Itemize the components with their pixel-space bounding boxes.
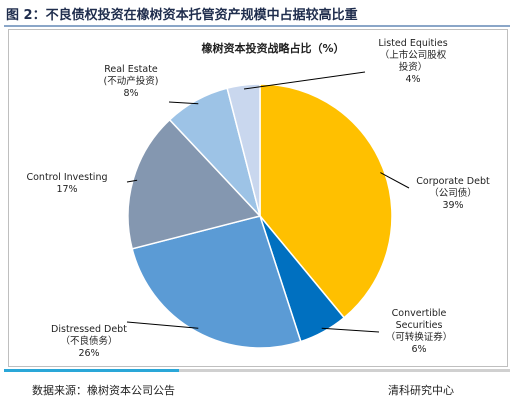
- chart-area: 橡树资本投资战略占比（%） Corporate Debt （公司债） 39% Conv…: [8, 29, 508, 367]
- slice-label: Convertible Securities （可转换证券） 6%: [386, 308, 453, 355]
- slice-label-line: 17%: [56, 184, 77, 195]
- slice-label-line: (不动产投资): [104, 75, 159, 87]
- pie-slice-control-investing: [127, 118, 262, 250]
- slice-label-line: Listed Equities: [378, 38, 447, 49]
- slice-label-line: （上市公司股权: [380, 49, 447, 61]
- slice-label-line: Corporate Debt: [416, 176, 490, 187]
- chart-title: 橡树资本投资战略占比（%）: [201, 41, 344, 55]
- figure-title: 图 2：不良债权投资在橡树资本托管资产规模中占据较高比重: [6, 8, 358, 23]
- footer-rule: [4, 369, 510, 372]
- pie-slice-distressed-debt: [131, 215, 302, 349]
- slice-label: Listed Equities （上市公司股权投资） 4%: [378, 38, 447, 85]
- slice-label-line: 26%: [78, 348, 99, 359]
- pie-slice-corporate-debt: [259, 83, 393, 319]
- slice-label-line: （不良债务）: [60, 335, 117, 347]
- slice-label: Distressed Debt （不良债务） 26%: [51, 324, 127, 359]
- pie-slice-listed-equities: [226, 83, 261, 217]
- slice-label: Corporate Debt （公司债） 39%: [416, 176, 490, 211]
- leader-line: [243, 71, 366, 90]
- slice-label-line: Real Estate: [104, 64, 158, 75]
- slice-label-line: 投资）: [399, 61, 428, 73]
- slice-label-line: 8%: [123, 88, 138, 99]
- leader-line: [321, 327, 380, 333]
- slice-label: Control Investing 17%: [26, 172, 107, 195]
- slice-label-line: Securities: [396, 320, 443, 331]
- source-note: 数据来源：橡树资本公司公告: [32, 384, 175, 397]
- leader-line: [126, 179, 138, 183]
- footer-accent-rule: [4, 369, 179, 372]
- slice-label-line: 6%: [411, 344, 426, 355]
- slice-label-line: Distressed Debt: [51, 324, 127, 335]
- slice-label-line: Convertible: [392, 308, 447, 319]
- pie-chart: 橡树资本投资战略占比（%） Corporate Debt （公司债） 39% Conv…: [26, 38, 490, 359]
- slice-label-line: （公司债）: [429, 187, 477, 199]
- leader-line: [126, 321, 199, 329]
- brand-note: 清科研究中心: [388, 384, 454, 397]
- slice-label-line: 39%: [442, 200, 463, 211]
- slice-label-line: Control Investing: [26, 172, 107, 183]
- slice-label-line: 4%: [405, 74, 420, 85]
- leader-line: [168, 101, 199, 105]
- title-rule: [4, 25, 510, 27]
- slice-label-line: （可转换证券）: [386, 331, 453, 343]
- slice-label: Real Estate (不动产投资) 8%: [104, 64, 159, 99]
- leader-line: [380, 172, 410, 189]
